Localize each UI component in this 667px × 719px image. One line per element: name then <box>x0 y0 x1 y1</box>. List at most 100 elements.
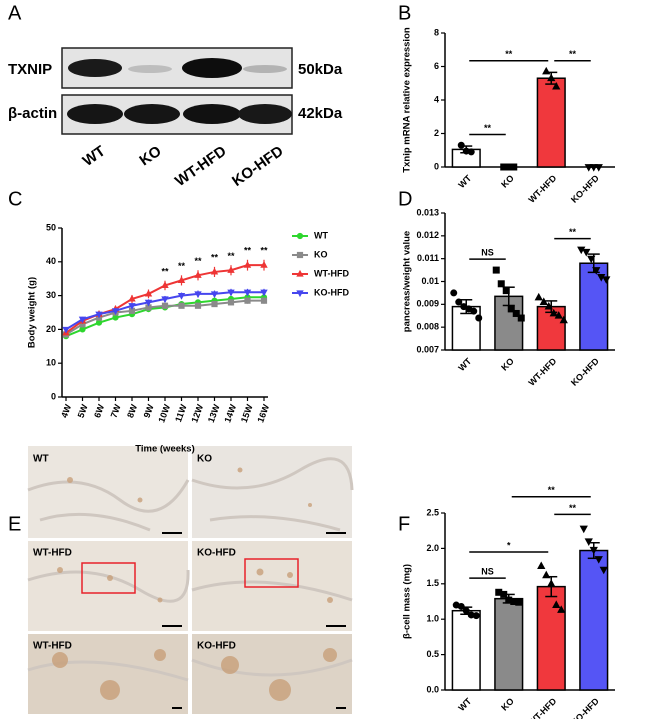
data-point <box>547 73 556 82</box>
data-point <box>582 248 591 257</box>
x-axis-label: Time (weeks) <box>135 444 195 455</box>
data-point <box>552 600 561 608</box>
bar <box>536 305 566 351</box>
data-point <box>467 148 475 156</box>
data-point <box>602 276 611 284</box>
micrograph-label: WT <box>33 454 49 465</box>
x-tick-label: KO <box>499 356 516 373</box>
band <box>182 58 242 78</box>
bar <box>536 585 566 691</box>
x-tick-label: 9W <box>142 403 156 420</box>
data-point <box>296 269 304 277</box>
panel-letter: F <box>398 513 410 535</box>
y-tick-label: 0 <box>434 161 439 171</box>
x-tick-label: KO-HFD <box>569 696 601 719</box>
legend-label: WT-HFD <box>314 268 349 278</box>
data-point <box>542 570 551 579</box>
data-point <box>227 266 235 273</box>
data-point <box>472 612 480 620</box>
lane-label: WT <box>80 143 109 170</box>
zoom-box <box>81 562 136 594</box>
data-point <box>112 314 119 321</box>
data-point <box>552 81 561 90</box>
x-tick-label: WT-HFD <box>527 696 559 719</box>
data-point <box>599 566 608 575</box>
data-point <box>544 301 553 310</box>
micrograph-label: WT-HFD <box>33 641 72 652</box>
data-point <box>111 308 120 315</box>
data-point <box>542 66 551 75</box>
significance-label: ** <box>484 123 492 133</box>
data-point <box>587 255 596 264</box>
significance-label: ** <box>569 49 577 59</box>
x-tick-label: WT-HFD <box>527 173 559 205</box>
significance-label: ** <box>178 261 186 271</box>
data-point <box>260 261 268 268</box>
significance-label: ** <box>548 485 556 495</box>
x-tick-label: 16W <box>255 403 271 424</box>
data-point <box>260 289 268 297</box>
data-point <box>547 579 556 587</box>
data-point <box>62 326 70 334</box>
y-tick-label: 0.013 <box>416 207 439 217</box>
data-point <box>227 299 235 306</box>
significance-label: * <box>507 540 511 550</box>
bar <box>536 77 566 168</box>
y-tick-label: 4 <box>434 94 439 104</box>
y-tick-label: 0.007 <box>416 344 439 354</box>
band <box>67 104 123 124</box>
significance-label: ** <box>227 251 235 261</box>
significance-label: ** <box>569 503 577 513</box>
x-tick-label: WT <box>456 356 473 373</box>
tissue-texture <box>27 457 354 682</box>
data-point <box>211 300 218 308</box>
y-tick-label: 0.011 <box>417 253 439 263</box>
x-tick-label: 5W <box>76 403 90 420</box>
y-tick-label: 0.0 <box>426 684 439 694</box>
significance-label: NS <box>481 247 494 257</box>
significance-label: ** <box>161 266 169 276</box>
data-point <box>549 308 558 317</box>
y-tick-label: 0 <box>51 391 56 401</box>
x-tick-label: 11W <box>173 403 189 424</box>
y-tick-label: 10 <box>46 358 56 368</box>
data-point <box>512 309 520 317</box>
band <box>183 104 241 124</box>
data-point <box>95 319 103 326</box>
y-tick-label: 30 <box>46 290 56 300</box>
blot-images <box>61 47 293 135</box>
y-tick-label: 2.5 <box>426 507 439 517</box>
data-point <box>559 315 568 324</box>
data-point <box>450 289 458 297</box>
x-tick-label: 14W <box>222 403 238 424</box>
micrograph-label: KO <box>197 454 212 465</box>
data-point <box>539 297 548 305</box>
data-point <box>243 289 252 297</box>
data-point <box>260 297 268 304</box>
data-point <box>497 280 505 288</box>
y-axis-label: Txnip mRNA relative expression <box>402 27 413 173</box>
panel-letter: E <box>8 513 21 535</box>
y-tick-label: 0.012 <box>416 230 439 240</box>
data-point <box>534 292 543 301</box>
data-point <box>462 607 470 615</box>
legend-label: WT <box>314 230 328 240</box>
zoom-box <box>244 558 299 588</box>
band <box>68 59 122 77</box>
x-tick-label: 6W <box>92 403 106 420</box>
data-point <box>128 294 136 302</box>
y-axis-label: β-cell mass (mg) <box>402 564 413 639</box>
data-point <box>144 299 153 307</box>
y-tick-label: 40 <box>46 256 56 266</box>
data-point <box>457 602 465 610</box>
band <box>124 104 180 124</box>
micrograph <box>192 541 352 631</box>
y-tick-label: 0.01 <box>421 276 439 286</box>
data-point <box>194 271 202 278</box>
data-point <box>244 297 251 304</box>
data-point <box>594 556 603 564</box>
y-tick-label: 0.5 <box>426 649 439 659</box>
data-point <box>502 287 510 295</box>
data-point <box>594 164 603 172</box>
